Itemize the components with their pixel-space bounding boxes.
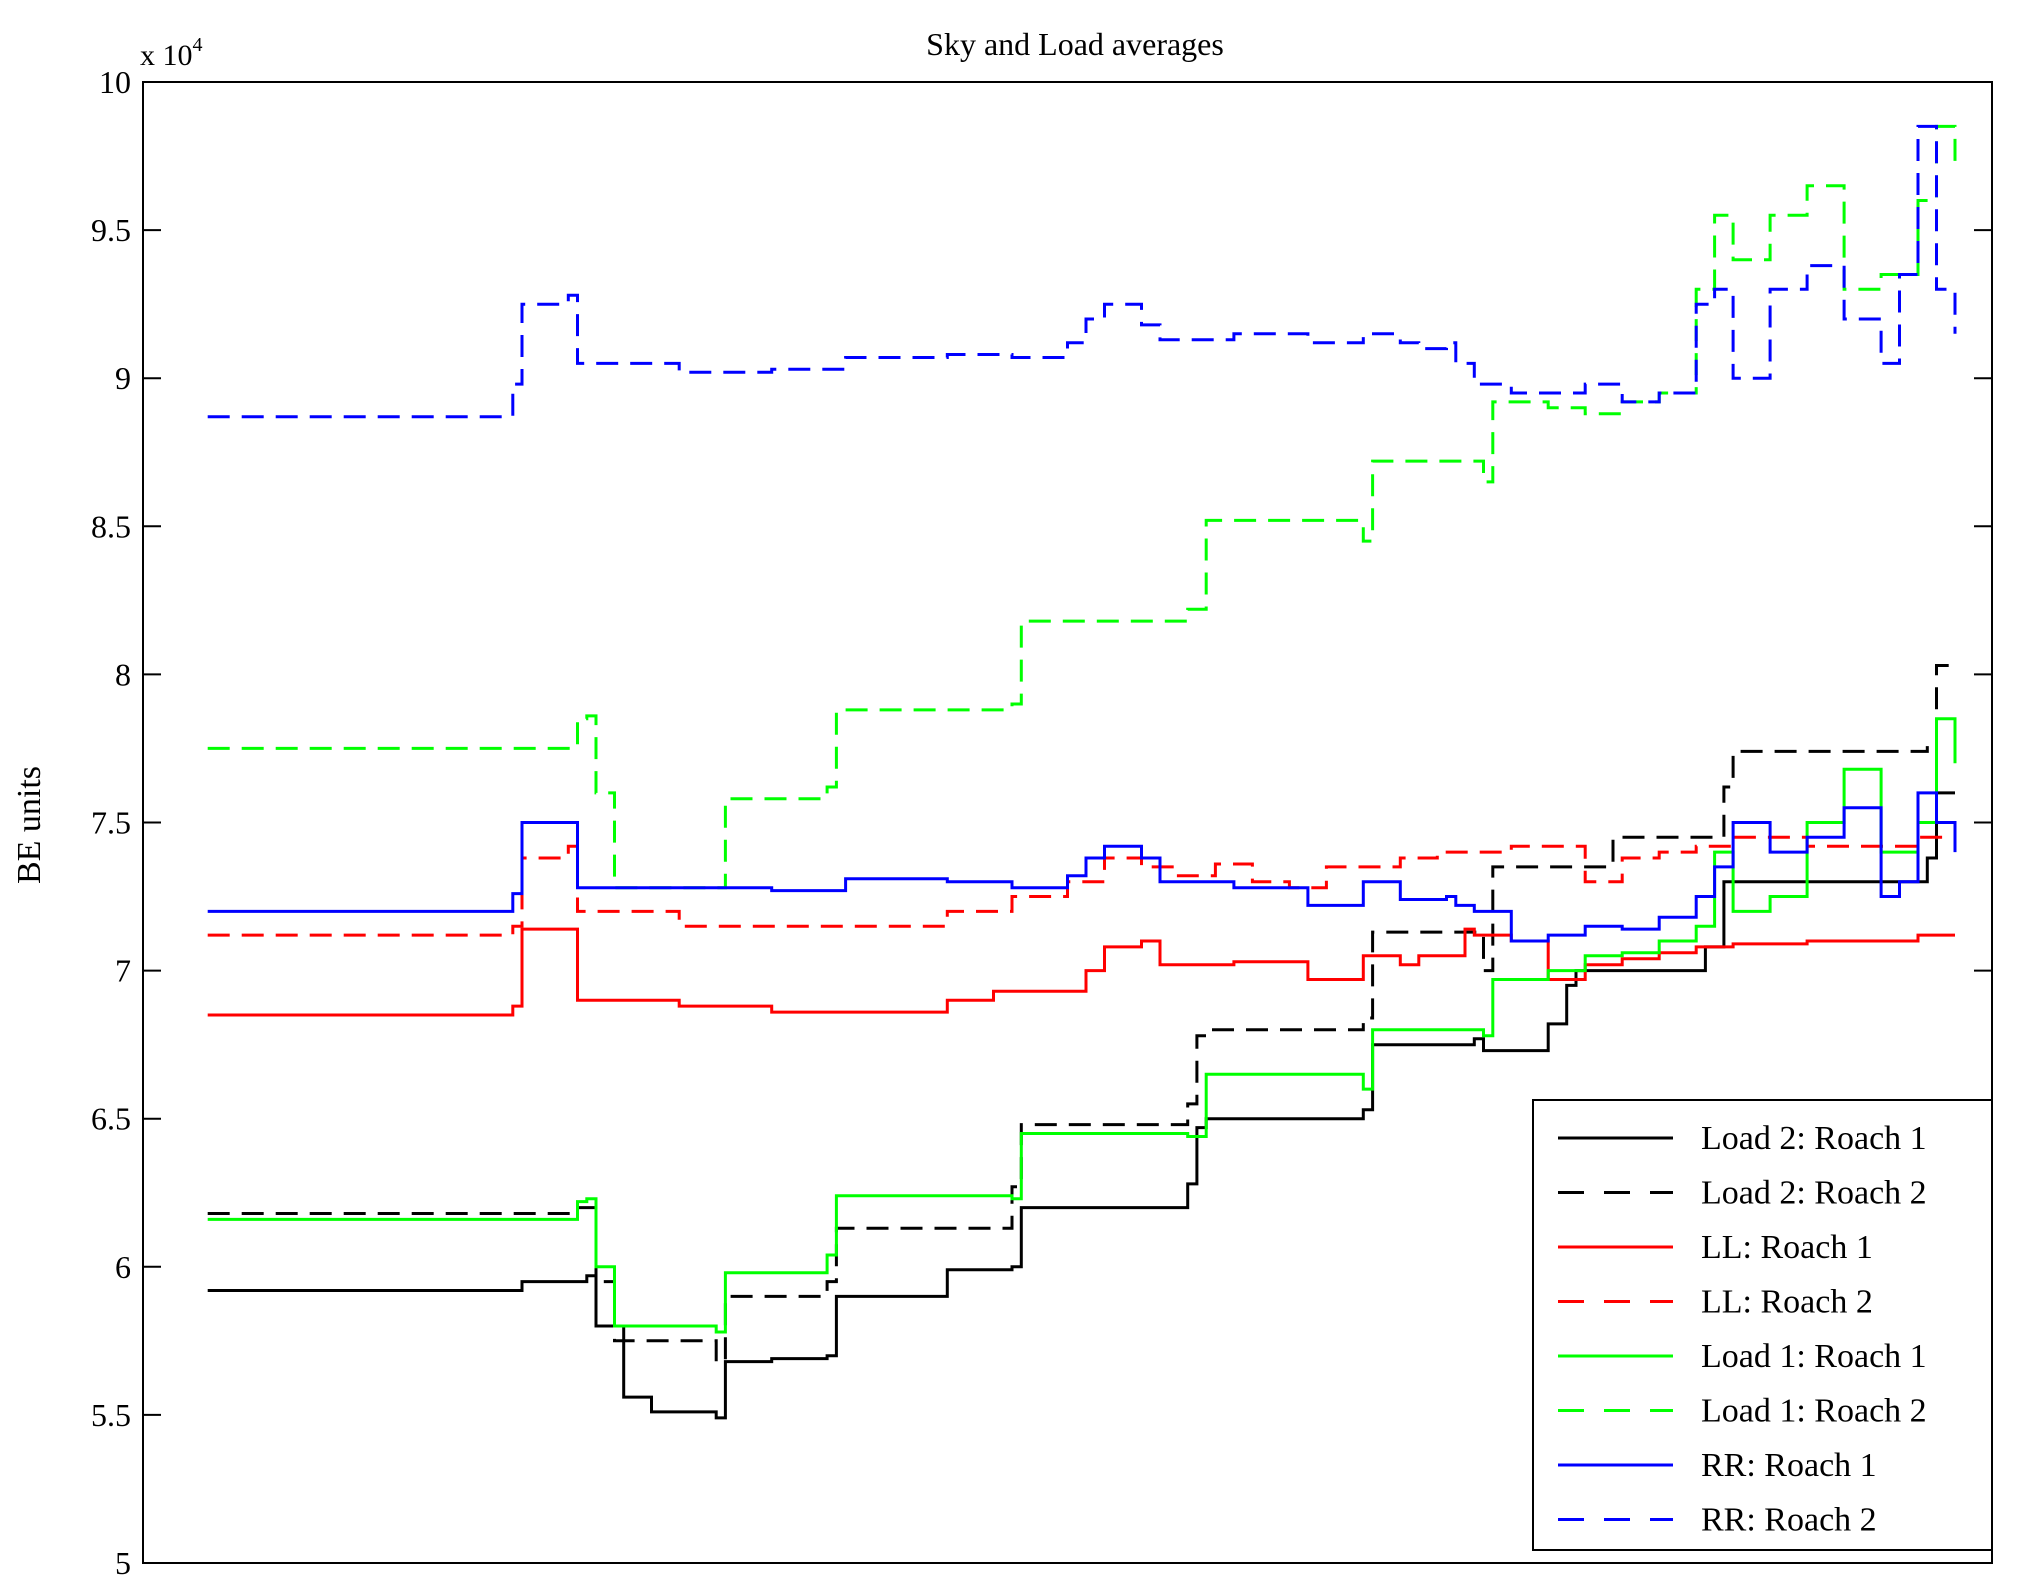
series-line-1	[207, 664, 1957, 1364]
y-tick-label: 5.5	[91, 1397, 131, 1433]
legend-item-label: LL: Roach 1	[1701, 1229, 1873, 1266]
series-layer	[207, 124, 1957, 1420]
legend-item-label: Load 2: Roach 2	[1701, 1175, 1927, 1212]
series-line-6	[207, 791, 1957, 943]
chart-title: Sky and Load averages	[926, 26, 1224, 62]
legend-item-label: Load 2: Roach 1	[1701, 1120, 1927, 1157]
y-axis-multiplier-exponent: 4	[193, 34, 203, 56]
y-tick-label: 9.5	[91, 212, 131, 248]
y-tick-label: 10	[99, 64, 131, 100]
y-tick-label: 6	[115, 1249, 131, 1285]
y-axis-ticks: 5 5.5 6 6.5 7 7.5 8 8.5 9 9.5 10	[91, 64, 1992, 1581]
series-line-4	[207, 717, 1957, 1334]
series-line-3	[207, 835, 1955, 937]
series-line-0	[207, 791, 1955, 1420]
y-tick-label: 7	[115, 953, 131, 989]
y-tick-label: 7.5	[91, 805, 131, 841]
legend-item-label: Load 1: Roach 1	[1701, 1338, 1927, 1375]
legend-box	[1532, 1099, 1993, 1551]
y-axis-label: BE units	[11, 766, 48, 884]
y-tick-label: 8.5	[91, 508, 131, 544]
series-line-7	[207, 124, 1957, 419]
plot-frame	[142, 81, 1993, 1564]
legend: Load 2: Roach 1 Load 2: Roach 2 LL: Roach …	[1532, 1099, 1993, 1551]
legend-item-label: RR: Roach 1	[1701, 1447, 1877, 1484]
y-axis-multiplier: x 104	[140, 34, 203, 72]
y-tick-label: 9	[115, 360, 131, 396]
y-tick-label: 8	[115, 656, 131, 692]
series-line-2	[207, 927, 1955, 1017]
legend-item-label: RR: Roach 2	[1701, 1502, 1877, 1539]
y-tick-label: 6.5	[91, 1101, 131, 1137]
legend-item-label: LL: Roach 2	[1701, 1284, 1873, 1321]
y-axis-multiplier-base: x 10	[140, 39, 193, 72]
legend-item-label: Load 1: Roach 2	[1701, 1393, 1927, 1430]
series-line-5	[207, 124, 1957, 890]
y-tick-label: 5	[115, 1545, 131, 1581]
